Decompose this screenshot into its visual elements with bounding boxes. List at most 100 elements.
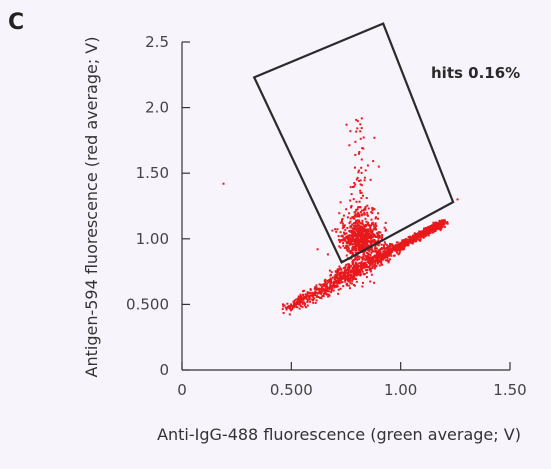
data-point: [321, 283, 324, 286]
data-point: [367, 221, 370, 224]
data-point: [350, 229, 353, 232]
data-point: [351, 231, 354, 233]
data-point: [335, 271, 338, 274]
data-point: [350, 236, 353, 239]
data-point: [304, 293, 307, 296]
data-point: [345, 232, 348, 235]
data-point: [345, 272, 348, 275]
data-point: [362, 241, 365, 244]
data-point: [299, 305, 302, 307]
data-point: [309, 292, 312, 295]
data-point: [427, 234, 430, 237]
data-point: [333, 282, 335, 285]
data-point: [380, 237, 383, 240]
data-point: [377, 237, 380, 240]
data-point: [387, 253, 390, 256]
data-point: [343, 237, 346, 240]
data-point: [352, 236, 355, 239]
data-point: [357, 256, 360, 259]
data-point: [366, 164, 369, 167]
data-point: [371, 266, 374, 269]
data-point: [376, 232, 379, 235]
data-point: [342, 225, 345, 228]
data-point: [400, 244, 403, 247]
data-point: [429, 226, 432, 229]
data-point: [302, 301, 305, 304]
data-point: [422, 230, 425, 233]
data-point: [349, 217, 352, 220]
data-point: [293, 301, 296, 304]
data-point: [334, 276, 337, 279]
data-point: [356, 227, 359, 230]
data-point: [377, 252, 380, 255]
data-point: [359, 270, 362, 273]
data-point: [361, 285, 364, 288]
data-point: [384, 251, 387, 254]
data-point: [389, 253, 392, 256]
data-point: [346, 268, 348, 271]
data-point: [370, 231, 373, 234]
data-point: [360, 269, 363, 271]
data-point: [371, 236, 374, 239]
data-point: [294, 303, 297, 306]
data-point: [355, 178, 358, 181]
data-point: [282, 305, 285, 308]
data-point: [417, 238, 420, 241]
data-point: [305, 296, 308, 299]
data-point: [366, 252, 369, 255]
data-point: [324, 292, 327, 295]
data-point: [305, 297, 308, 300]
data-point: [445, 222, 448, 225]
data-point: [369, 256, 372, 259]
data-point: [366, 268, 369, 271]
data-point: [357, 206, 360, 209]
data-point: [303, 289, 306, 292]
data-point: [364, 229, 367, 231]
data-point: [326, 282, 329, 285]
data-point: [352, 217, 355, 220]
data-point: [311, 293, 314, 296]
data-point: [328, 287, 331, 290]
data-point: [362, 208, 365, 211]
data-point: [352, 274, 355, 276]
data-point: [285, 308, 288, 311]
data-point: [295, 305, 298, 308]
data-point: [352, 263, 355, 266]
data-point: [322, 292, 325, 295]
data-point: [359, 179, 362, 182]
data-point: [379, 248, 382, 251]
data-point: [356, 254, 359, 257]
data-point: [365, 255, 368, 258]
data-point: [344, 265, 347, 268]
data-point: [361, 247, 364, 250]
data-point: [432, 230, 435, 233]
data-point: [382, 255, 385, 257]
data-point: [358, 213, 361, 216]
data-point: [299, 293, 302, 296]
data-point: [403, 243, 406, 246]
data-point: [435, 227, 438, 230]
data-point: [339, 287, 342, 290]
data-point: [356, 219, 359, 222]
data-point: [369, 227, 372, 230]
data-point: [359, 183, 362, 186]
data-point: [354, 183, 357, 186]
data-point: [360, 245, 362, 248]
data-point: [358, 224, 361, 227]
data-point: [360, 237, 363, 240]
data-point: [413, 237, 416, 239]
data-point: [330, 289, 333, 292]
data-point: [339, 201, 342, 204]
data-point: [357, 245, 360, 248]
data-point: [352, 265, 355, 268]
data-point: [334, 270, 337, 273]
data-point: [402, 248, 405, 251]
data-point: [368, 236, 371, 239]
data-point: [345, 123, 348, 126]
data-point: [420, 235, 423, 238]
data-point: [281, 308, 284, 311]
data-point: [354, 153, 357, 156]
data-point: [363, 230, 366, 233]
data-point: [352, 278, 355, 280]
data-point: [320, 296, 323, 299]
